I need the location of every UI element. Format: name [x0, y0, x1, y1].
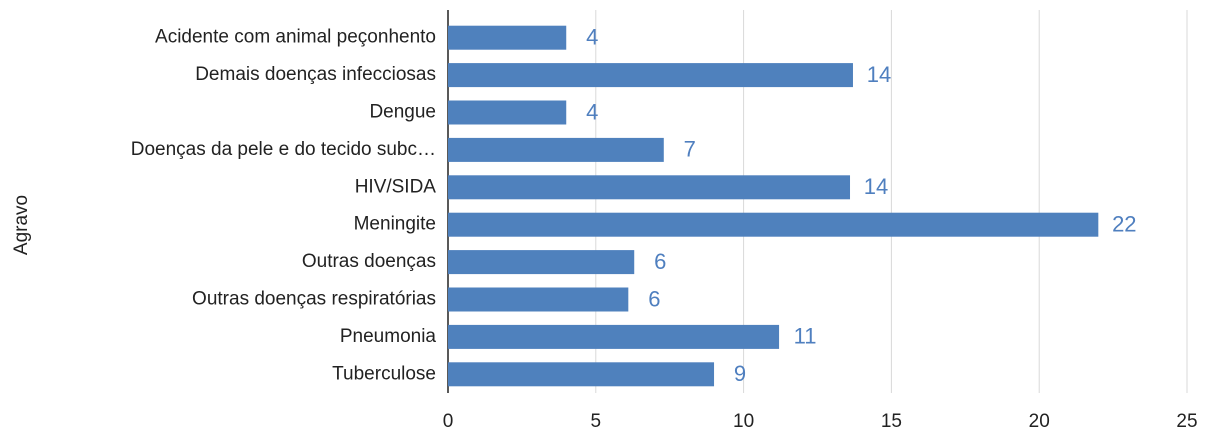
bar — [448, 362, 715, 387]
bar — [448, 250, 635, 275]
value-label: 6 — [654, 249, 666, 274]
x-tick-label: 20 — [1029, 411, 1050, 432]
value-label: 6 — [648, 286, 660, 311]
y-tick-label: Tuberculose — [332, 363, 436, 384]
y-tick-label: Demais doenças infecciosas — [195, 64, 436, 85]
y-tick-label: Acidente com animal peçonhento — [155, 27, 436, 48]
x-tick-label: 5 — [591, 411, 602, 432]
value-label: 4 — [586, 99, 598, 124]
y-tick-label: Outras doenças respiratórias — [192, 289, 436, 310]
bar — [448, 324, 780, 349]
x-tick-label: 25 — [1176, 411, 1197, 432]
x-tick-label: 10 — [733, 411, 754, 432]
bar — [448, 212, 1099, 237]
value-label: 14 — [864, 174, 888, 199]
y-axis-title: Agravo — [11, 195, 32, 255]
value-label: 22 — [1112, 212, 1136, 237]
y-tick-label: Dengue — [369, 102, 436, 123]
y-tick-label: Meningite — [354, 214, 436, 235]
bar — [448, 287, 629, 312]
value-label: 9 — [734, 361, 746, 386]
bar — [448, 25, 567, 50]
value-label: 7 — [684, 137, 696, 162]
bar — [448, 137, 664, 162]
y-tick-label: Pneumonia — [340, 326, 437, 347]
y-tick-label: HIV/SIDA — [355, 176, 437, 197]
x-tick-label: 0 — [443, 411, 454, 432]
y-tick-label: Doenças da pele e do tecido subc… — [131, 139, 436, 160]
value-label: 14 — [867, 62, 891, 87]
bar — [448, 100, 567, 125]
value-label: 11 — [794, 324, 817, 349]
value-label: 4 — [586, 25, 598, 50]
bar — [448, 63, 853, 88]
x-tick-label: 15 — [881, 411, 902, 432]
bar — [448, 175, 851, 200]
y-tick-label: Outras doenças — [302, 251, 436, 272]
